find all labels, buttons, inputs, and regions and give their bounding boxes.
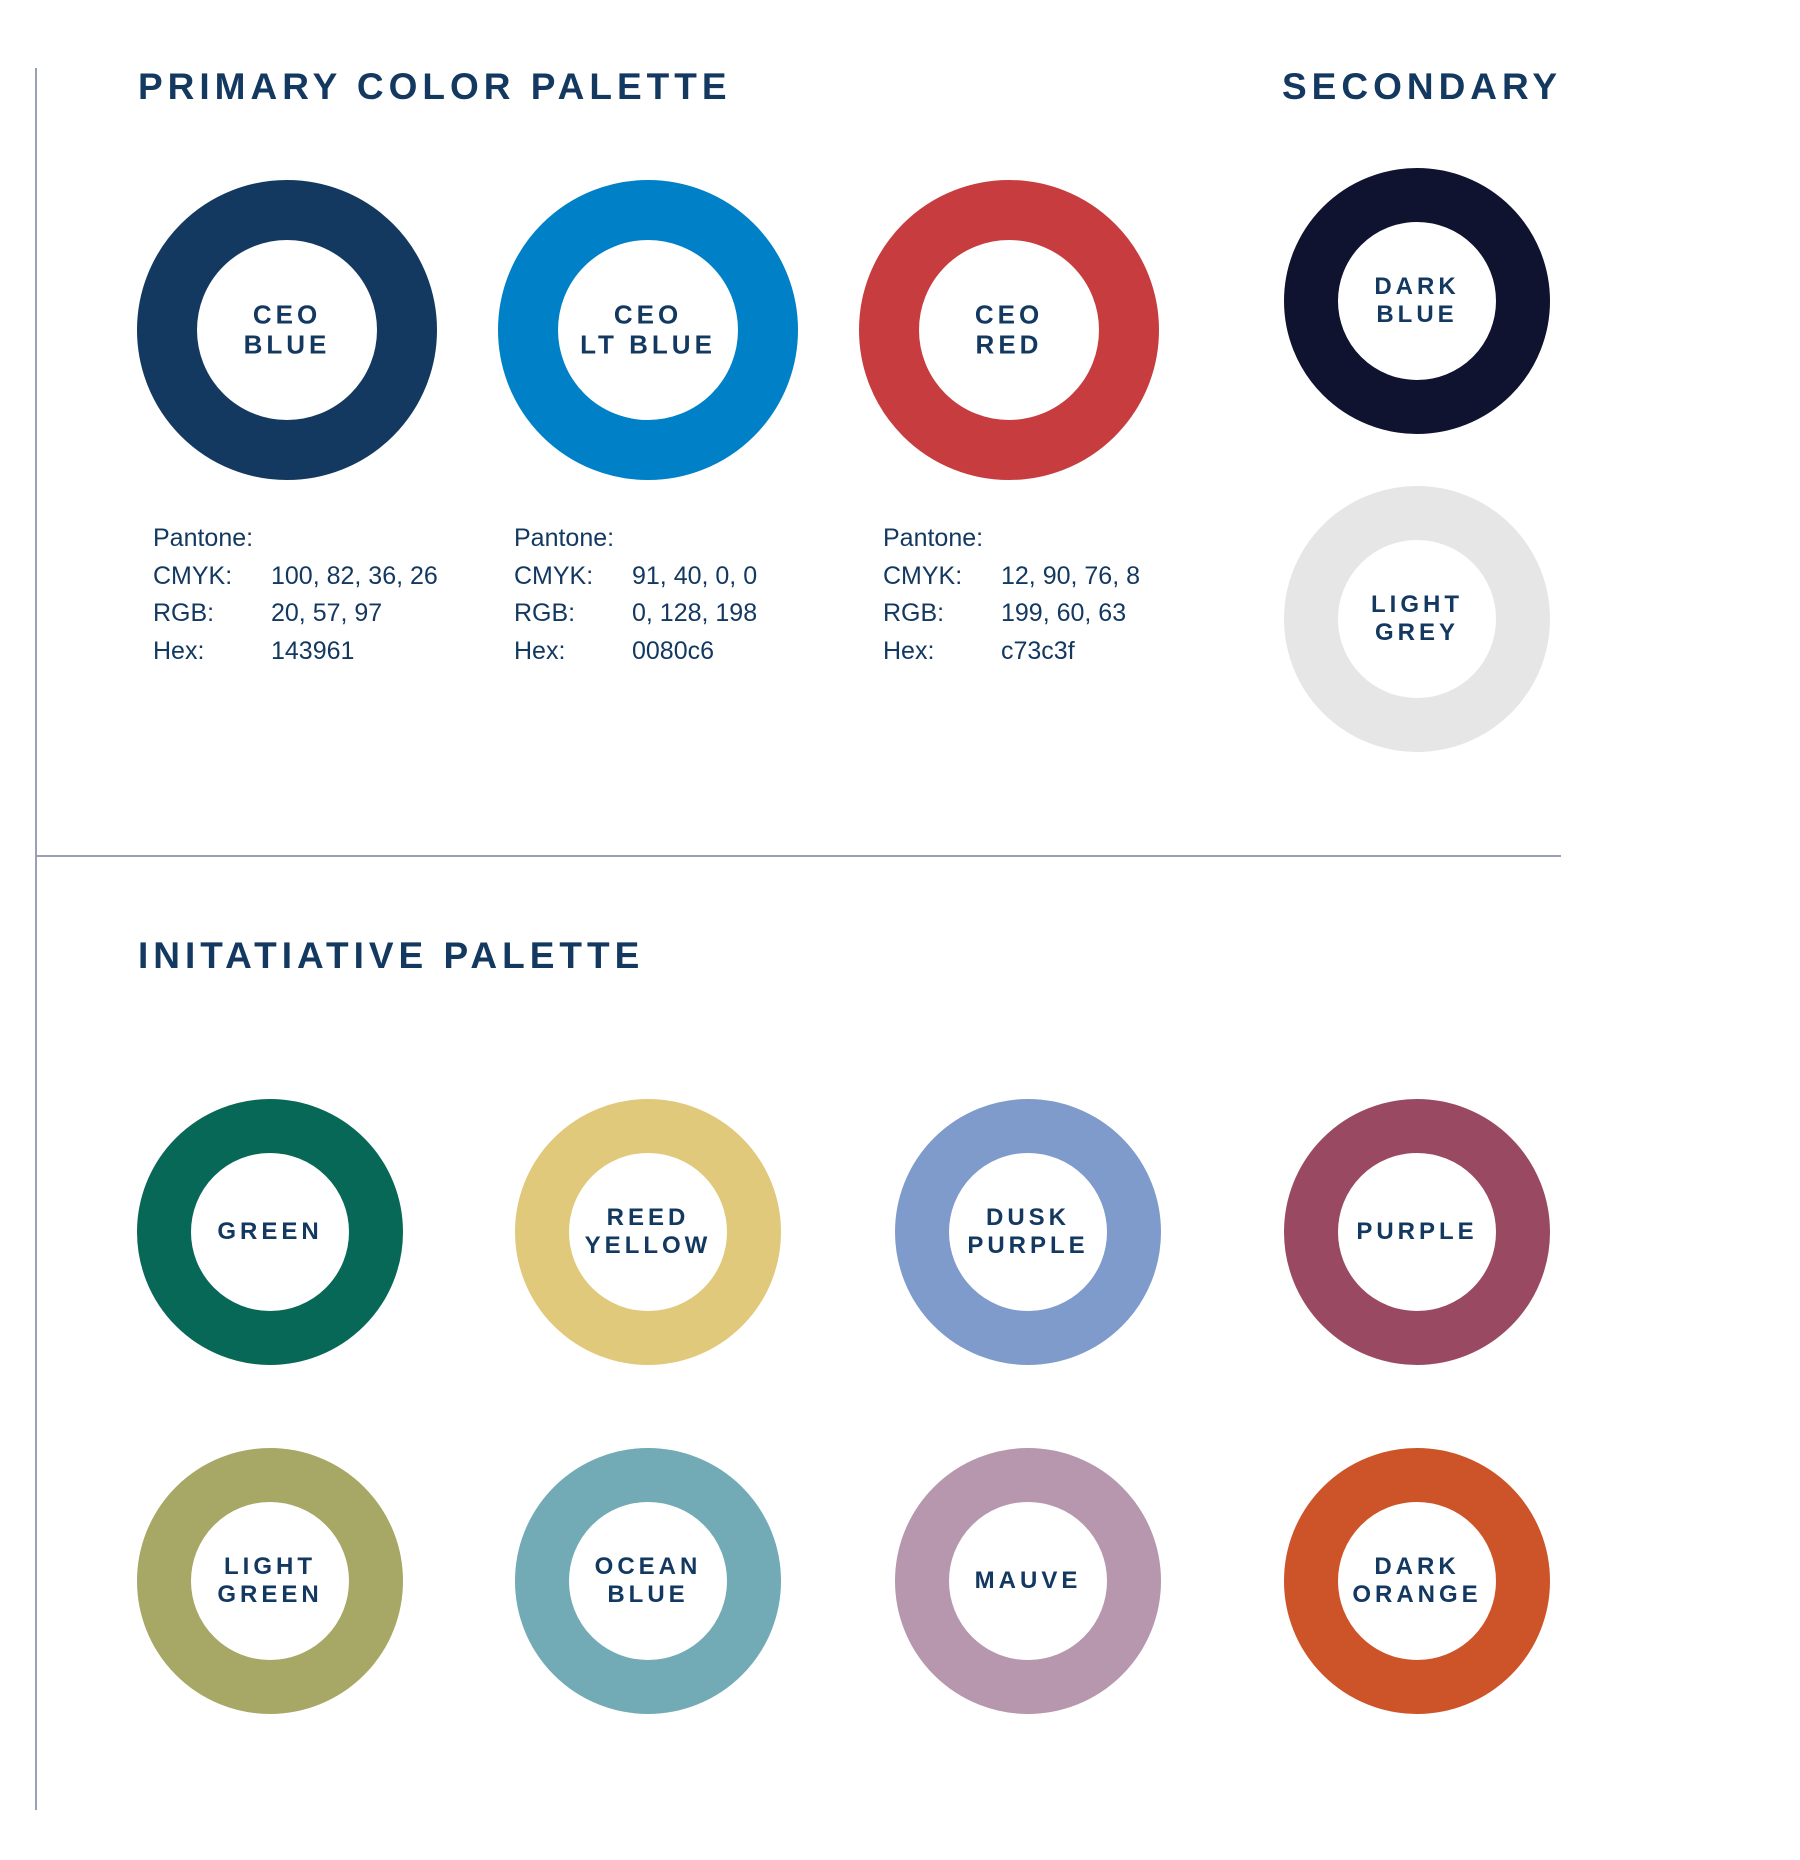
swatch-dark-orange: DARK ORANGE: [1284, 1448, 1550, 1714]
spec-key: RGB:: [514, 599, 576, 627]
swatch-label: PURPLE: [1356, 1217, 1478, 1245]
spec-value: 0080c6: [632, 636, 715, 665]
swatch-ceo-blue: CEO BLUE: [137, 180, 437, 480]
spec-row-pantone: Pantone:: [153, 520, 438, 558]
swatch-mauve: MAUVE: [895, 1448, 1161, 1714]
spec-value: 12, 90, 76, 8: [1001, 561, 1141, 590]
spec-row-hex: Hex: c73c3f: [883, 633, 1140, 671]
swatch-label: CEO LT BLUE: [580, 299, 716, 360]
spec-key: RGB:: [883, 599, 945, 627]
swatch-ceo-red: CEO RED: [859, 180, 1159, 480]
spec-value: c73c3f: [1001, 636, 1075, 665]
spec-key: CMYK:: [883, 561, 963, 590]
swatch-reed-yellow: REED YELLOW: [515, 1099, 781, 1365]
specs-ceo-red: Pantone: CMYK: 12, 90, 76, 8 RGB: 199, 60,…: [883, 520, 1140, 670]
swatch-dark-blue: DARK BLUE: [1284, 168, 1550, 434]
swatch-label: CEO RED: [974, 299, 1044, 360]
specs-ceo-lt-blue: Pantone: CMYK: 91, 40, 0, 0 RGB: 0, 128, 1…: [514, 520, 757, 670]
swatch-label: LIGHT GREY: [1371, 590, 1463, 646]
swatch-ceo-lt-blue: CEO LT BLUE: [498, 180, 798, 480]
spec-key: Pantone:: [883, 524, 984, 552]
spec-row-cmyk: CMYK: 100, 82, 36, 26: [153, 558, 438, 596]
spec-row-rgb: RGB: 0, 128, 198: [514, 595, 757, 633]
swatch-label: GREEN: [217, 1217, 323, 1245]
spec-row-cmyk: CMYK: 91, 40, 0, 0: [514, 558, 757, 596]
swatch-label: DUSK PURPLE: [967, 1203, 1089, 1259]
spec-value: 91, 40, 0, 0: [632, 561, 758, 590]
spec-row-rgb: RGB: 199, 60, 63: [883, 595, 1140, 633]
spec-key: Pantone:: [514, 524, 615, 552]
specs-ceo-blue: Pantone: CMYK: 100, 82, 36, 26 RGB: 20, 57…: [153, 520, 438, 670]
spec-key: RGB:: [153, 599, 215, 627]
spec-value: 20, 57, 97: [271, 599, 383, 627]
swatch-light-green: LIGHT GREEN: [137, 1448, 403, 1714]
spec-row-rgb: RGB: 20, 57, 97: [153, 595, 438, 633]
secondary-palette-heading: SECONDARY: [1282, 66, 1563, 107]
vertical-divider: [35, 68, 37, 1810]
initiative-palette-heading: INITATIATIVE PALETTE: [138, 935, 645, 976]
spec-key: CMYK:: [153, 561, 233, 590]
spec-key: Hex:: [883, 636, 935, 665]
swatch-label: CEO BLUE: [243, 299, 331, 360]
spec-key: Hex:: [514, 636, 566, 665]
swatch-label: DARK ORANGE: [1352, 1552, 1482, 1608]
swatch-label: REED YELLOW: [584, 1203, 712, 1259]
spec-row-hex: Hex: 0080c6: [514, 633, 757, 671]
spec-row-cmyk: CMYK: 12, 90, 76, 8: [883, 558, 1140, 596]
swatch-purple: PURPLE: [1284, 1099, 1550, 1365]
spec-key: CMYK:: [514, 561, 594, 590]
spec-key: Hex:: [153, 636, 205, 665]
horizontal-divider: [35, 855, 1561, 857]
primary-palette-heading: PRIMARY COLOR PALETTE: [138, 66, 732, 107]
spec-row-hex: Hex: 143961: [153, 633, 438, 671]
spec-key: Pantone:: [153, 524, 254, 552]
swatch-ocean-blue: OCEAN BLUE: [515, 1448, 781, 1714]
swatch-dusk-purple: DUSK PURPLE: [895, 1099, 1161, 1365]
spec-value: 100, 82, 36, 26: [271, 561, 438, 590]
spec-value: 199, 60, 63: [1001, 599, 1127, 627]
swatch-label: MAUVE: [974, 1566, 1082, 1594]
spec-row-pantone: Pantone:: [883, 520, 1140, 558]
swatch-label: LIGHT GREEN: [217, 1552, 323, 1608]
swatch-label: OCEAN BLUE: [594, 1552, 702, 1608]
spec-value: 0, 128, 198: [632, 599, 758, 627]
spec-row-pantone: Pantone:: [514, 520, 757, 558]
swatch-label: DARK BLUE: [1374, 272, 1460, 328]
swatch-light-grey: LIGHT GREY: [1284, 486, 1550, 752]
swatch-green: GREEN: [137, 1099, 403, 1365]
spec-value: 143961: [271, 636, 355, 665]
